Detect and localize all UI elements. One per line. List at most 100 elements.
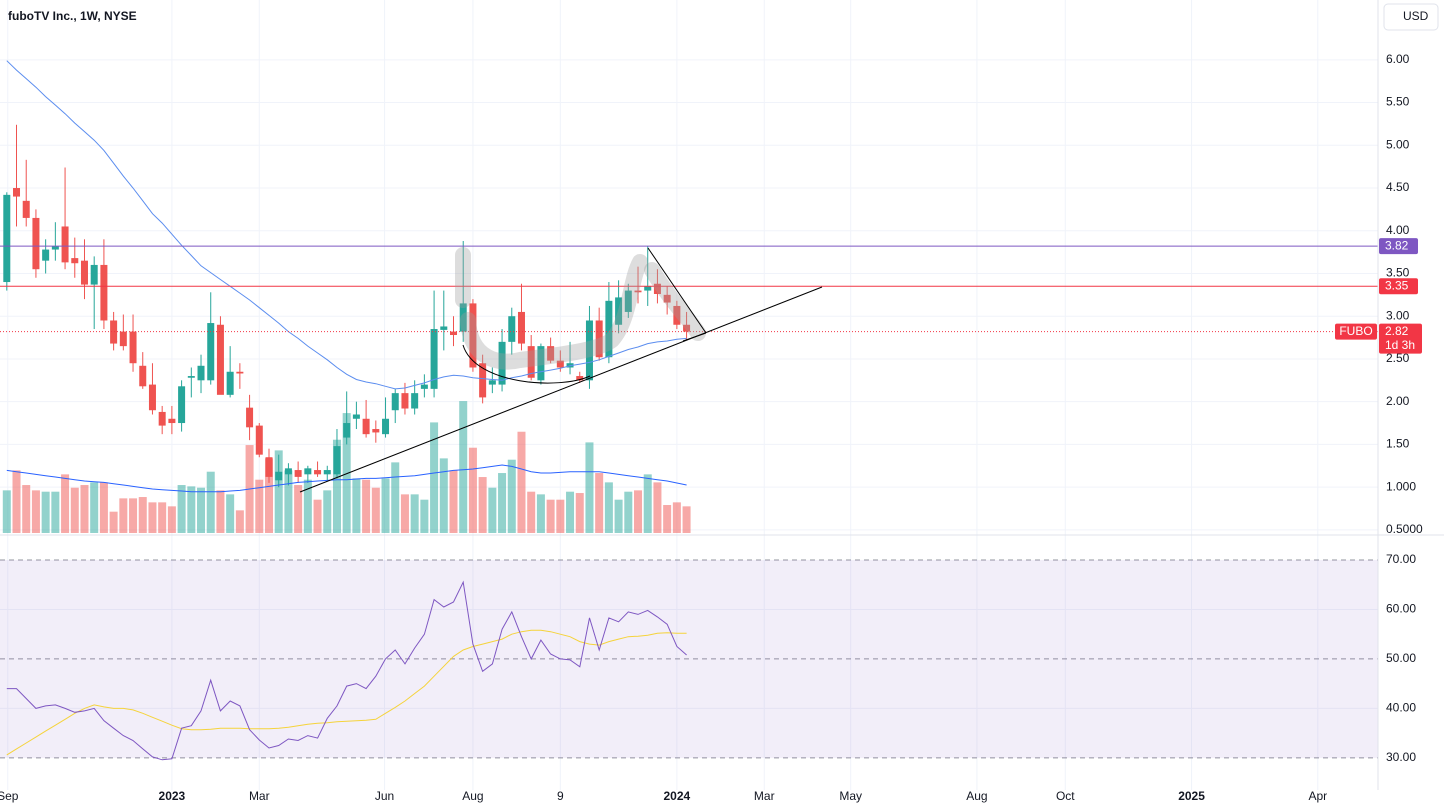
volume-bar [585, 442, 594, 533]
y-tick-label: 4.00 [1386, 223, 1410, 237]
candle-body [663, 294, 671, 303]
volume-bar [575, 493, 584, 533]
candle-body [644, 286, 652, 291]
volume-ma-line [6, 464, 687, 493]
x-tick-label: Mar [754, 789, 775, 803]
volume-bar [80, 485, 89, 533]
candle-body [236, 371, 244, 374]
candle-body [32, 217, 40, 270]
candle-body [615, 297, 623, 325]
currency-label[interactable]: USD [1403, 9, 1429, 23]
price-label: 2.82 [1385, 324, 1409, 338]
volume-bar [420, 499, 429, 533]
y-tick-label: 1.000 [1386, 479, 1416, 493]
rsi-ma-line [6, 629, 687, 756]
volume-bar [391, 462, 400, 533]
volume-bar [410, 494, 419, 533]
candle-body [653, 283, 661, 294]
volume-bar [226, 494, 235, 533]
volume-bar [70, 487, 79, 533]
candle-body [595, 320, 603, 358]
candle-body [634, 290, 642, 293]
volume-bar [653, 482, 662, 533]
volume-bar [167, 506, 176, 533]
x-tick-label: Oct [1056, 789, 1075, 803]
candle-body [391, 393, 399, 411]
candle-body [314, 470, 322, 475]
volume-bar [566, 491, 575, 533]
volume-bar [352, 478, 361, 533]
volume-bar [517, 431, 526, 533]
candle-body [100, 264, 108, 321]
volume-bar [381, 478, 390, 533]
candle-body [42, 249, 50, 261]
symbol-label: FUBO [1339, 324, 1372, 338]
volume-bar [507, 459, 516, 533]
rsi-band [0, 559, 1378, 758]
candle-body [275, 471, 283, 481]
volume-bar [498, 473, 507, 533]
volume-bar [206, 471, 215, 533]
candle-body [362, 418, 370, 435]
volume-bar [663, 505, 672, 533]
candle-body [333, 446, 341, 475]
volume-bar [449, 470, 458, 533]
candle-body [585, 320, 593, 381]
volume-bar [119, 498, 128, 533]
x-tick-label: 9 [557, 789, 564, 803]
y-tick-label: 1.50 [1386, 437, 1410, 451]
x-tick-label: Sep [0, 789, 19, 803]
volume-bar [12, 470, 21, 533]
volume-bar [400, 494, 409, 533]
volume-bar [430, 422, 439, 533]
candle-body [683, 324, 691, 332]
volume-bar [439, 458, 448, 533]
candle-body [420, 384, 428, 389]
currency-button[interactable] [1383, 3, 1439, 31]
candle-body [401, 393, 409, 409]
y-tick-label: 5.50 [1386, 95, 1410, 109]
candle-body [139, 365, 147, 387]
candle-body [576, 376, 584, 381]
x-tick-label: Jun [375, 789, 394, 803]
x-tick-label: 2023 [159, 789, 186, 803]
candle-body [430, 329, 438, 389]
candle-body [294, 470, 302, 477]
candle-body [547, 346, 555, 361]
level-label: 3.35 [1385, 278, 1409, 292]
volume-bar [294, 485, 303, 533]
candle-body [527, 346, 535, 378]
candle-body [498, 341, 506, 385]
level-label-box [1379, 238, 1418, 255]
volume-bar [634, 490, 643, 533]
countdown-label: 1d 3h [1385, 338, 1415, 352]
y-tick-label: 5.00 [1386, 137, 1410, 151]
candle-body [517, 311, 525, 344]
x-tick-label: Apr [1308, 789, 1327, 803]
volume-bar [138, 497, 147, 533]
price-box [1379, 323, 1422, 354]
candle-body [284, 468, 292, 475]
volume-bar [682, 506, 691, 533]
y-tick-label: 2.00 [1386, 394, 1410, 408]
rsi-tick-label: 60.00 [1386, 602, 1416, 616]
x-tick-label: Aug [462, 789, 483, 803]
cup-curve [462, 344, 591, 384]
candle-body [411, 393, 419, 409]
volume-bar [527, 491, 536, 533]
volume-bar [177, 485, 186, 533]
rsi-tick-label: 30.00 [1386, 750, 1416, 764]
volume-bar [323, 490, 332, 533]
candle-body [343, 423, 351, 438]
candle-body [440, 326, 448, 330]
volume-bar [624, 491, 633, 533]
candle-body [216, 324, 224, 395]
trend-line [682, 332, 707, 342]
volume-bar [31, 490, 40, 533]
volume-bar [546, 499, 555, 533]
volume-bar [459, 401, 468, 533]
highlight [644, 262, 706, 341]
volume-bar [468, 447, 477, 533]
candle-body [187, 376, 195, 378]
